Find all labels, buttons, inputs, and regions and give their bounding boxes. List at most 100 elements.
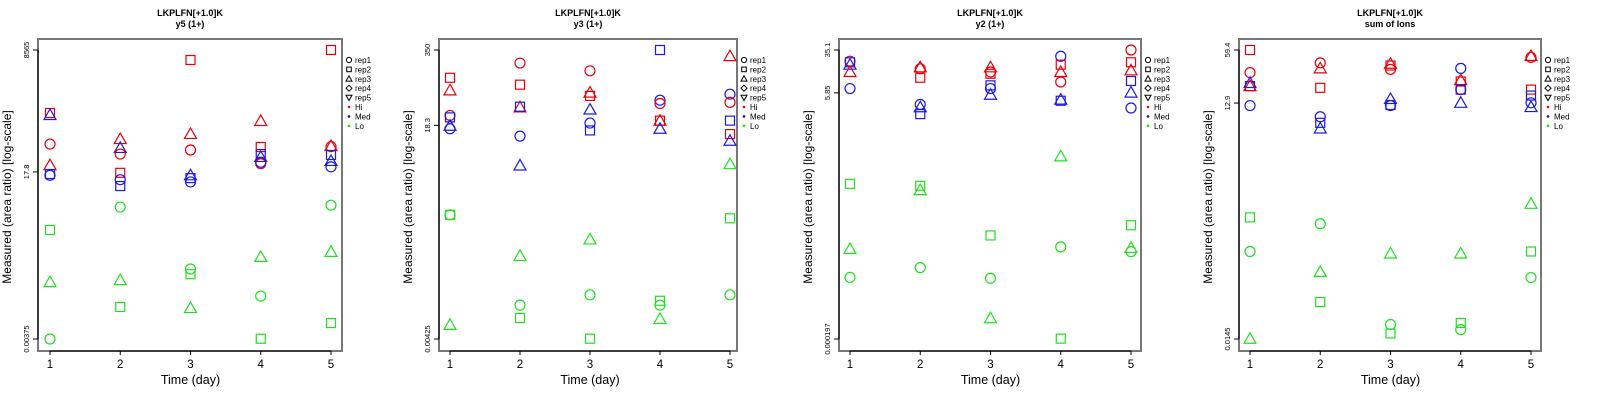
- data-point-lo-rep3: [253, 249, 268, 263]
- y-tick-label: 59.4: [1223, 43, 1232, 58]
- legend-dot-icon: [1546, 105, 1550, 109]
- data-point-hi-rep2: [325, 44, 337, 56]
- legend-label: rep2: [1554, 65, 1571, 74]
- data-point-med-rep3: [1383, 91, 1398, 105]
- legend-circle-icon: [345, 56, 353, 64]
- data-point-hi-rep1: [184, 144, 197, 156]
- data-point-med-rep1: [1314, 111, 1326, 123]
- data-point-lo-rep2: [915, 180, 926, 191]
- chart-panel-3: LKPLFN[+1.0]Ky2 (1+) 35.1 5.85 0.000197 Meas…: [801, 8, 1171, 387]
- data-point-hi-rep1: [584, 65, 596, 77]
- data-point-lo-rep2: [1125, 220, 1137, 231]
- data-point-lo-rep2: [1055, 333, 1066, 344]
- data-point-hi-rep2: [1125, 57, 1137, 68]
- data-point-lo-rep2: [1244, 212, 1256, 223]
- data-point-med-rep1: [584, 117, 596, 129]
- data-point-lo-rep3: [913, 182, 928, 196]
- legend-dot-icon: [347, 105, 351, 109]
- data-point-med-rep3: [113, 140, 128, 154]
- legend-dot-icon: [1146, 105, 1150, 109]
- data-point-lo-rep1: [584, 289, 596, 301]
- data-point-lo-rep3: [842, 241, 858, 255]
- chart-subtitle: y5 (1+): [176, 19, 205, 29]
- legend-label: rep1: [750, 56, 767, 65]
- chart-title: LKPLFN[+1.0]K: [957, 8, 1023, 18]
- y-axis-label: Measured (area ratio) [log-scale]: [0, 110, 14, 283]
- legend-label: rep4: [1154, 84, 1171, 93]
- data-point-hi-rep3: [842, 64, 858, 78]
- chart-title: LKPLFN[+1.0]K: [157, 8, 223, 18]
- data-point-lo-rep2: [584, 333, 596, 344]
- data-point-hi-rep3: [1123, 63, 1139, 76]
- legend-label: rep5: [1554, 94, 1571, 103]
- data-point-hi-rep2: [1244, 44, 1256, 56]
- data-point-lo-rep3: [183, 300, 198, 314]
- y-tick-label: 35.1: [823, 43, 832, 58]
- x-tick-label: 2: [517, 359, 523, 371]
- data-point-med-rep1: [114, 174, 126, 186]
- legend-label: Lo: [750, 122, 759, 131]
- data-point-lo-rep3: [1383, 246, 1398, 259]
- legend-square-icon: [346, 66, 352, 73]
- chart-subtitle: y2 (1+): [976, 19, 1005, 29]
- data-point-lo-rep3: [983, 311, 998, 324]
- data-point-lo-rep3: [323, 244, 339, 257]
- x-tick-label: 3: [987, 359, 993, 371]
- data-point-lo-rep1: [325, 199, 337, 211]
- data-point-hi-rep3: [983, 60, 998, 73]
- legend-label: rep2: [355, 65, 372, 74]
- x-tick-label: 1: [1247, 359, 1253, 371]
- y-tick-label: 18.3: [423, 118, 432, 133]
- legend-diamond-icon: [1544, 84, 1552, 92]
- y-axis-label: Measured (area ratio) [log-scale]: [1201, 110, 1215, 283]
- legend-label: rep1: [1154, 56, 1171, 65]
- data-point-med-rep3: [1523, 99, 1539, 113]
- data-point-hi-rep1: [44, 138, 56, 150]
- data-point-med-rep3: [913, 100, 928, 113]
- data-point-med-rep1: [984, 82, 997, 95]
- x-axis-label: Time (day): [560, 373, 619, 387]
- legend-diamond-icon: [1144, 84, 1152, 92]
- data-point-lo-rep2: [514, 312, 526, 324]
- data-point-med-rep1: [184, 176, 197, 188]
- legend-label: rep3: [355, 75, 372, 84]
- data-point-hi-rep2: [724, 128, 736, 140]
- legend-label: Lo: [1154, 122, 1163, 131]
- legend-triangle-down-icon: [345, 94, 353, 102]
- data-point-med-rep2: [1055, 95, 1066, 106]
- data-point-lo-rep2: [185, 269, 196, 280]
- plot-frame: [438, 38, 738, 352]
- x-tick-label: 4: [657, 359, 664, 371]
- legend-triangle-down-icon: [1144, 94, 1152, 102]
- data-point-hi-rep2: [915, 72, 926, 83]
- data-point-hi-rep3: [442, 83, 458, 96]
- x-tick-label: 1: [47, 359, 53, 371]
- data-point-med-rep2: [1315, 117, 1326, 128]
- legend-triangle-up-icon: [345, 74, 353, 82]
- legend-triangle-up-icon: [740, 74, 748, 82]
- data-point-hi-rep1: [1384, 63, 1397, 75]
- legend-label: Hi: [750, 103, 758, 112]
- data-point-hi-rep3: [253, 113, 268, 127]
- legend-label: rep2: [750, 65, 767, 74]
- data-point-hi-rep1: [1125, 44, 1137, 56]
- data-point-lo-rep1: [1244, 245, 1256, 258]
- data-point-lo-rep1: [914, 262, 926, 274]
- legend-triangle-up-icon: [1144, 74, 1152, 82]
- legend-dot-icon: [1546, 124, 1550, 128]
- legend-label: Hi: [1554, 103, 1562, 112]
- plot-frame: [838, 38, 1142, 352]
- data-point-med-rep3: [1453, 95, 1468, 108]
- data-point-lo-rep2: [44, 224, 56, 236]
- data-point-med-rep2: [44, 168, 56, 180]
- y-axis-label: Measured (area ratio) [log-scale]: [401, 110, 415, 283]
- legend-triangle-down-icon: [740, 94, 748, 102]
- x-tick-label: 5: [1128, 359, 1134, 371]
- data-point-med-rep2: [444, 112, 456, 123]
- data-point-hi-rep2: [444, 72, 456, 83]
- data-point-lo-rep3: [113, 272, 128, 286]
- data-point-lo-rep1: [44, 333, 56, 345]
